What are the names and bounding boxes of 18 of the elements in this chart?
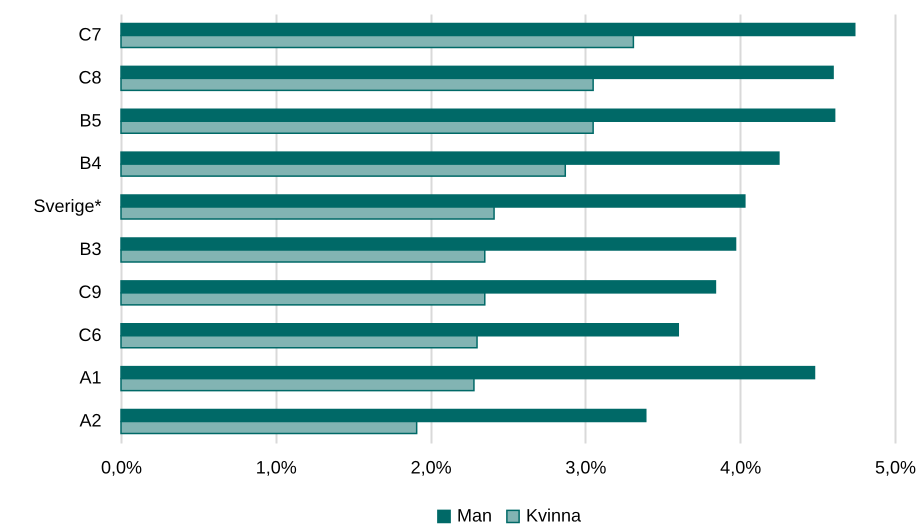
x-tick-label: 1,0% xyxy=(256,458,297,478)
x-tick-label: 2,0% xyxy=(410,458,452,478)
y-tick-label: A2 xyxy=(79,410,102,431)
y-tick-label: Sverige* xyxy=(33,196,102,216)
y-tick-label: C8 xyxy=(78,67,102,88)
y-tick-label: B5 xyxy=(79,110,102,130)
legend-label: Kvinna xyxy=(526,505,582,526)
y-tick-label: C6 xyxy=(78,324,102,345)
x-tick-label: 5,0% xyxy=(874,458,916,478)
y-tick-label: B3 xyxy=(79,238,102,259)
legend-label: Man xyxy=(457,505,492,526)
x-tick-label: 0,0% xyxy=(100,458,142,478)
y-tick-label: C9 xyxy=(78,282,102,302)
y-tick-label: C7 xyxy=(78,24,102,44)
x-tick-label: 3,0% xyxy=(565,458,606,478)
y-tick-label: B4 xyxy=(79,153,102,174)
y-tick-label: A1 xyxy=(79,368,102,388)
x-tick-label: 4,0% xyxy=(720,458,762,478)
